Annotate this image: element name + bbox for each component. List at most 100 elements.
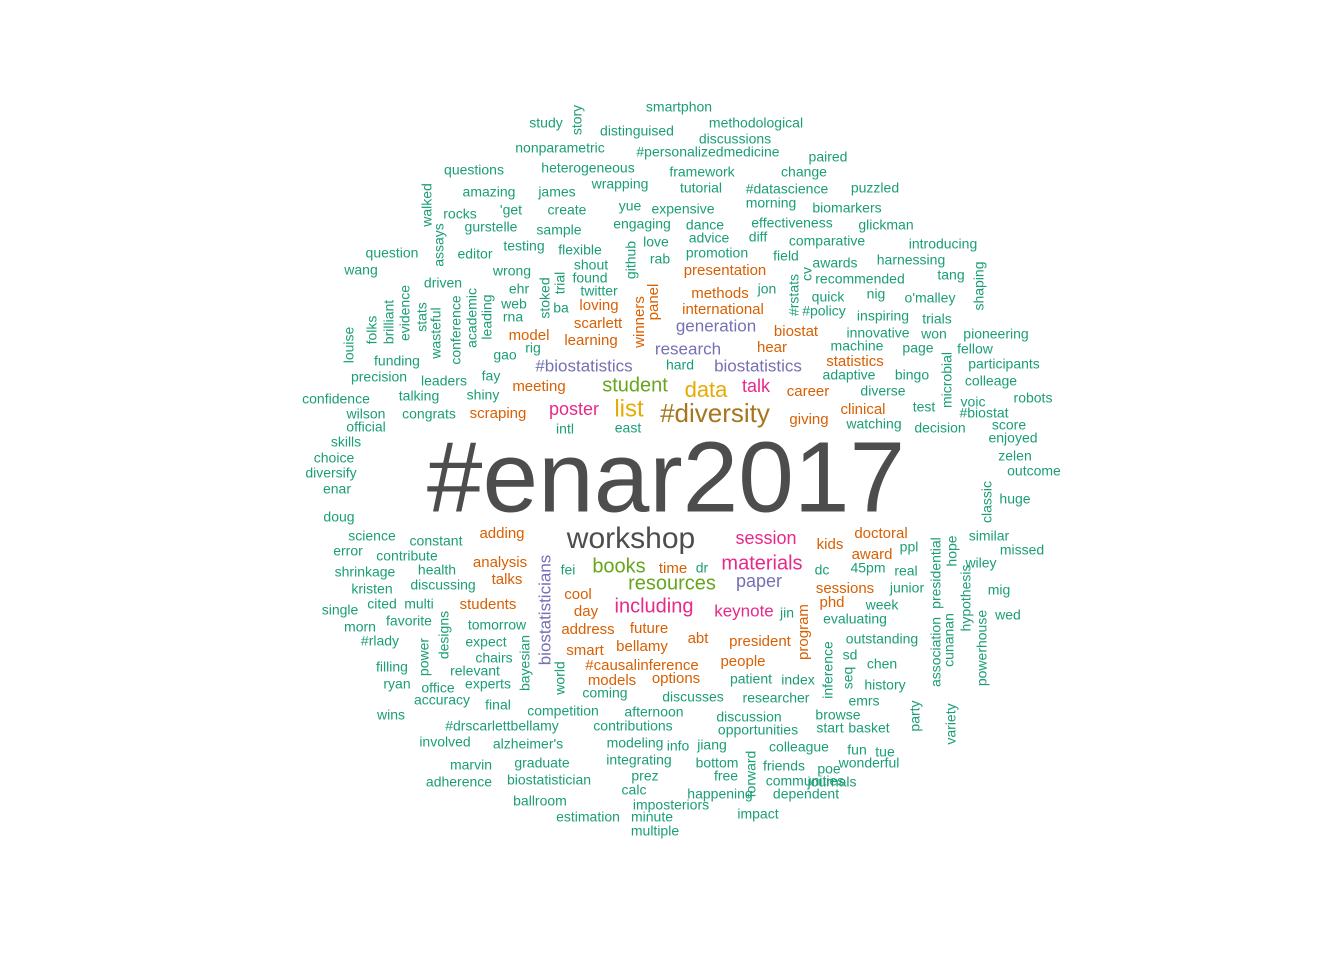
word-10: including — [615, 595, 694, 617]
word-155: fay — [482, 368, 501, 384]
word-202: wiley — [964, 555, 996, 571]
word-289: multiple — [631, 823, 679, 839]
word-165: test — [913, 399, 936, 415]
word-265: fun — [847, 742, 866, 758]
word-112: wrong — [492, 263, 531, 279]
word-215: wed — [994, 607, 1021, 623]
word-206: mig — [988, 582, 1011, 598]
word-186: science — [348, 528, 396, 544]
word-40: students — [460, 596, 517, 613]
word-270: integrating — [606, 752, 671, 768]
word-191: contribute — [376, 548, 438, 564]
word-170: official — [346, 419, 385, 435]
word-203: kristen — [351, 581, 392, 597]
word-28: scraping — [470, 405, 527, 422]
word-168: congrats — [402, 406, 456, 422]
word-171: intl — [556, 421, 574, 437]
word-240: history — [864, 677, 905, 693]
word-14: paper — [736, 571, 782, 591]
word-123: #rstats — [786, 274, 802, 316]
word-52: president — [729, 633, 792, 650]
word-277: prez — [631, 768, 658, 784]
word-193: hope — [944, 535, 960, 566]
word-45: smart — [566, 642, 604, 659]
word-36: panel — [645, 284, 662, 321]
word-56: award — [852, 546, 893, 563]
word-103: wang — [343, 262, 377, 278]
word-100: diff — [749, 229, 768, 245]
word-46: bellamy — [616, 638, 668, 655]
word-285: imposteriors — [633, 797, 709, 813]
word-153: precision — [351, 369, 407, 385]
word-284: ballroom — [513, 793, 567, 809]
word-35: winners — [631, 296, 648, 349]
word-120: trial — [552, 272, 568, 295]
word-91: effectiveness — [751, 215, 832, 231]
word-281: calc — [622, 782, 647, 798]
word-226: bayesian — [517, 635, 533, 691]
word-224: outstanding — [846, 631, 918, 647]
word-247: wins — [376, 707, 405, 723]
word-257: start — [816, 720, 843, 736]
word-50: time — [659, 560, 687, 577]
word-30: biostat — [774, 323, 819, 340]
word-221: power — [416, 638, 432, 676]
word-110: tang — [937, 267, 964, 283]
word-182: enar — [323, 481, 351, 497]
word-117: shaping — [971, 261, 987, 310]
word-167: wilson — [346, 406, 386, 422]
word-108: awards — [812, 255, 857, 271]
word-231: inference — [820, 641, 836, 699]
word-62: study — [529, 115, 562, 131]
word-243: discusses — [662, 689, 723, 705]
word-121: twitter — [580, 283, 618, 299]
word-132: #policy — [802, 303, 846, 319]
word-212: favorite — [386, 613, 432, 629]
word-84: expensive — [651, 201, 714, 217]
word-53: people — [720, 653, 765, 670]
word-24: scarlett — [574, 315, 623, 332]
word-66: nonparametric — [515, 140, 605, 156]
word-198: dr — [696, 560, 709, 576]
word-238: patient — [730, 671, 772, 687]
word-113: driven — [424, 275, 462, 291]
word-77: #datascience — [746, 181, 829, 197]
word-86: biomarkers — [812, 200, 881, 216]
word-16: #biostatistics — [535, 356, 632, 375]
word-111: shout — [574, 257, 608, 273]
word-216: powerhouse — [974, 610, 990, 686]
word-88: sample — [536, 222, 581, 238]
word-23: loving — [579, 297, 618, 314]
word-26: model — [509, 327, 550, 344]
word-189: presidential — [928, 537, 944, 609]
word-164: confidence — [302, 391, 370, 407]
word-96: testing — [503, 238, 544, 254]
word-79: walked — [419, 183, 435, 228]
word-74: james — [537, 184, 575, 200]
word-44: future — [630, 620, 668, 637]
word-151: hard — [666, 357, 694, 373]
word-239: index — [781, 672, 814, 688]
word-269: graduate — [514, 755, 569, 771]
word-64: distinguised — [600, 123, 674, 139]
word-225: association — [928, 617, 944, 687]
word-76: tutorial — [680, 180, 722, 196]
word-146: machine — [831, 338, 884, 354]
word-99: advice — [689, 230, 730, 246]
word-55: doctoral — [854, 525, 907, 542]
word-126: o'malley — [905, 290, 956, 306]
word-81: 'get — [500, 202, 522, 218]
word-29: hear — [757, 339, 787, 356]
word-20: presentation — [684, 262, 767, 279]
word-161: shiny — [467, 387, 500, 403]
word-169: #biostat — [959, 405, 1008, 421]
word-219: cunanan — [941, 613, 957, 667]
word-135: stats — [414, 302, 430, 332]
word-78: puzzled — [851, 180, 899, 196]
word-75: wrapping — [591, 176, 649, 192]
word-60: smartphon — [646, 99, 712, 115]
word-183: classic — [979, 481, 995, 523]
word-61: story — [569, 105, 585, 135]
word-256: opportunities — [718, 722, 798, 738]
word-54: program — [795, 604, 812, 660]
